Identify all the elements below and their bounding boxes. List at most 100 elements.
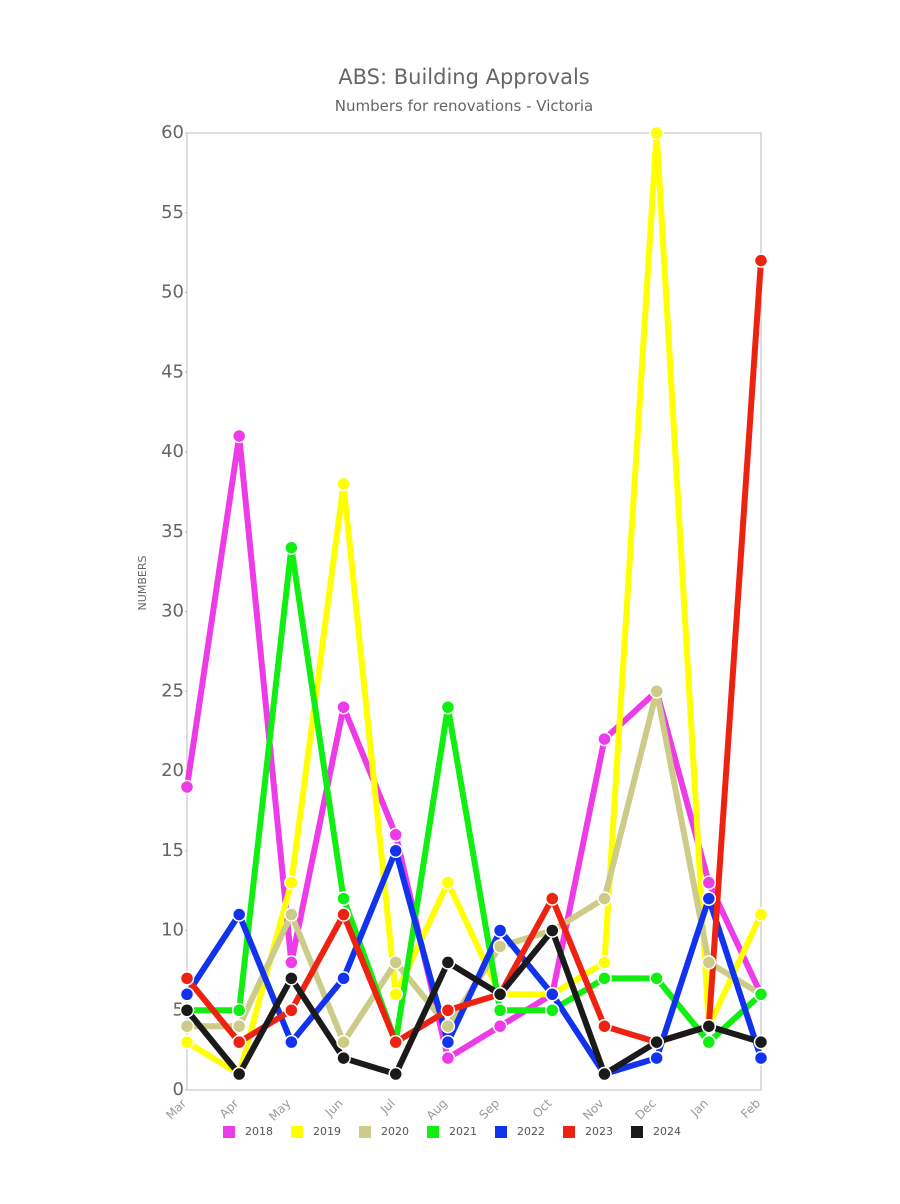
data-point	[284, 1003, 299, 1018]
series-line	[185, 130, 764, 1078]
x-tick-label: Sep	[476, 1096, 502, 1122]
data-point	[545, 1003, 560, 1018]
data-point	[701, 891, 717, 906]
data-point	[649, 125, 664, 141]
data-point	[701, 955, 717, 970]
y-tick-label: 55	[161, 202, 184, 223]
data-point	[388, 843, 403, 858]
data-point	[336, 907, 351, 922]
data-point	[753, 1050, 769, 1066]
x-tick-label: Jul	[377, 1096, 398, 1117]
y-tick-label: 50	[161, 282, 184, 303]
legend-label: 2024	[653, 1125, 681, 1138]
data-point	[284, 907, 299, 922]
data-point	[388, 955, 403, 970]
data-point	[545, 891, 560, 906]
data-point	[440, 699, 456, 715]
data-point	[336, 1050, 351, 1066]
data-point	[649, 1050, 664, 1066]
legend-label: 2023	[585, 1125, 613, 1138]
data-point	[336, 891, 351, 906]
data-point	[492, 923, 508, 938]
data-point	[179, 779, 195, 795]
x-tick-label: Feb	[738, 1096, 763, 1121]
data-point	[597, 891, 612, 906]
data-point	[284, 875, 299, 890]
legend-label: 2020	[381, 1125, 409, 1138]
data-point	[179, 1003, 195, 1018]
legend-label: 2018	[245, 1125, 273, 1138]
y-tick-label: 0	[173, 1079, 184, 1100]
x-tick-label: Aug	[424, 1096, 450, 1122]
data-point	[545, 923, 560, 938]
data-point	[440, 1003, 456, 1018]
legend-swatch	[495, 1126, 507, 1138]
series-line	[187, 544, 764, 1046]
x-tick-label: Apr	[217, 1096, 242, 1121]
data-point	[649, 971, 664, 986]
data-point	[336, 476, 351, 492]
y-tick-label: 15	[161, 840, 184, 861]
legend-label: 2021	[449, 1125, 477, 1138]
data-point	[284, 971, 299, 986]
y-tick-label: 30	[161, 601, 184, 622]
data-point	[336, 971, 351, 986]
x-tick-label: Oct	[530, 1096, 555, 1121]
x-tick-label: Dec	[632, 1096, 658, 1122]
x-tick-label: Mar	[163, 1096, 189, 1122]
data-point	[231, 1034, 247, 1050]
data-point	[545, 987, 560, 1002]
data-point	[440, 955, 456, 970]
data-point	[231, 1066, 247, 1082]
y-tick-label: 25	[161, 680, 184, 701]
data-point	[492, 1018, 508, 1034]
data-point	[440, 1050, 456, 1066]
data-point	[231, 1018, 247, 1034]
data-point	[388, 827, 403, 843]
y-tick-label: 60	[161, 122, 184, 143]
chart-subtitle: Numbers for renovations - Victoria	[335, 97, 593, 115]
data-point	[179, 1034, 195, 1050]
data-point	[649, 1034, 664, 1050]
data-point	[597, 971, 612, 986]
data-point	[753, 907, 769, 922]
legend-label: 2019	[313, 1125, 341, 1138]
data-point	[597, 1066, 612, 1082]
data-point	[753, 253, 769, 268]
data-point	[492, 987, 508, 1002]
data-point	[597, 731, 612, 747]
legend-label: 2022	[517, 1125, 545, 1138]
data-point	[336, 1034, 351, 1050]
data-point	[284, 955, 299, 970]
y-tick-label: 45	[161, 361, 184, 382]
series-line	[184, 433, 764, 1062]
data-point	[388, 1034, 403, 1050]
data-point	[388, 987, 403, 1002]
data-point	[701, 1018, 717, 1034]
data-point	[179, 987, 195, 1002]
data-point	[231, 428, 247, 444]
y-tick-label: 35	[161, 521, 184, 542]
data-point	[492, 1003, 508, 1018]
data-point	[231, 907, 247, 922]
legend-swatch	[223, 1126, 235, 1138]
data-point	[388, 1066, 403, 1082]
data-point	[284, 1034, 299, 1050]
data-point	[753, 987, 769, 1002]
x-tick-label: Jun	[322, 1096, 346, 1120]
data-point	[284, 540, 299, 555]
series-line	[184, 927, 762, 1078]
y-tick-label: 20	[161, 760, 184, 781]
legend-swatch	[291, 1126, 303, 1138]
legend-swatch	[359, 1126, 371, 1138]
data-point	[753, 1034, 769, 1050]
data-point	[701, 1034, 717, 1050]
x-tick-label: Jan	[687, 1096, 711, 1120]
data-point	[440, 1018, 456, 1034]
data-point	[179, 1018, 195, 1034]
legend-swatch	[563, 1126, 575, 1138]
data-point	[179, 971, 195, 986]
y-tick-label: 10	[161, 920, 184, 941]
data-point	[597, 1018, 612, 1034]
